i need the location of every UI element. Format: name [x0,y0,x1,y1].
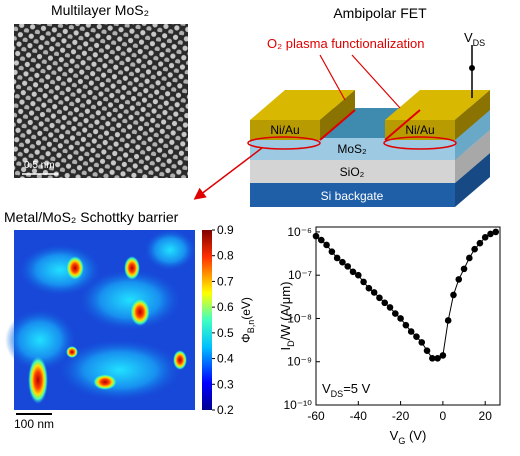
data-point [487,230,494,238]
gate-label: Si backgate [321,189,384,203]
data-point [333,254,341,262]
data-point [381,299,389,307]
data-point [392,310,399,317]
chart-annotation-main: V [322,381,331,396]
data-point [423,347,431,354]
data-point [450,291,457,299]
cbar-label-main: Φ [239,333,253,343]
y-tick-label: 10⁻⁸ [287,311,312,325]
x-axis-label: VG (V) [390,428,427,446]
data-point [344,263,352,270]
data-point [481,234,489,241]
y-axis-label-main: I [278,347,293,351]
data-point [349,268,357,276]
device-annotation: O₂ plasma functionalization [267,36,425,51]
y-tick-label: 10⁻¹⁰ [284,398,313,412]
y-axis-label: ID/W (A/μm) [278,282,296,351]
data-point [471,245,478,253]
tem-image [14,24,188,178]
x-axis-label-sub: G [398,436,405,446]
contact-left: Ni/Au [270,123,299,137]
data-line [315,231,496,359]
data-point [365,284,373,292]
tem-scale-label: 0.5 nm [24,160,55,171]
data-point [429,355,436,362]
colorbar-tick-label: 0.7 [217,274,234,288]
chart-annotation-rest: =5 V [343,381,370,396]
oxide-label: SiO₂ [340,165,365,179]
colorbar-tick-label: 0.6 [217,300,234,314]
data-point [492,228,500,236]
tem-title: Multilayer MoS₂ [51,2,149,18]
data-point [339,258,346,266]
y-axis-label-sub: D [286,340,296,347]
data-point [439,352,447,359]
vds-main: V [464,30,473,45]
cbar-label-sub: B,n [246,320,256,334]
y-axis-label-rest: /W (A/μm) [278,282,293,341]
data-point [413,333,420,340]
data-point [323,241,330,249]
data-point [460,265,468,273]
x-tick-label: -20 [392,409,410,423]
data-point [455,276,463,283]
data-point [407,328,415,335]
data-point [397,315,404,322]
data-point [360,278,367,286]
x-axis-label-main: V [390,428,399,443]
y-tick-label: 10⁻⁹ [287,355,312,369]
colorbar-tick-label: 0.4 [217,352,234,366]
data-point [402,321,410,329]
data-point [476,239,484,247]
colorbar-tick-label: 0.2 [217,403,234,417]
chart-annotation: VDS=5 V [322,381,371,399]
data-point [354,271,362,279]
contact-right: Ni/Au [405,123,434,137]
x-tick-label: -60 [307,409,325,423]
colorbar-label: ΦB,n(eV) [239,297,256,343]
colorbar-tick-label: 0.9 [217,223,234,237]
x-tick-label: -40 [350,409,368,423]
channel-label: MoS₂ [337,142,367,156]
vds-sub: DS [473,38,486,48]
map-title: Metal/MoS₂ Schottky barrier [4,209,179,225]
device-title: Ambipolar FET [333,5,427,21]
x-tick-label: 0 [440,409,447,423]
data-point [312,232,320,240]
data-point [434,355,441,362]
device-schematic [193,45,490,207]
colorbar-tick-label: 0.3 [217,377,234,391]
data-point [317,236,325,244]
colorbar-tick-label: 0.5 [217,326,234,340]
data-point [418,339,426,346]
chart-annotation-sub: DS [331,389,344,399]
data-point [386,304,394,311]
y-tick-label: 10⁻⁷ [288,268,312,282]
x-tick-label: 20 [479,409,493,423]
data-point [370,289,378,296]
colorbar-tick-label: 0.8 [217,249,234,263]
x-axis-label-rest: (V) [405,428,426,443]
data-point [328,248,336,255]
barrier-map [5,230,195,410]
y-tick-label: 10⁻⁶ [287,225,312,239]
cbar-label-rest: (eV) [239,297,253,320]
colorbar [202,230,212,410]
data-point [376,294,383,302]
data-point [444,317,452,324]
plot-frame [315,226,501,406]
data-point [466,254,473,262]
device-vds: VDS [464,30,485,48]
map-scale-label: 100 nm [14,417,54,431]
